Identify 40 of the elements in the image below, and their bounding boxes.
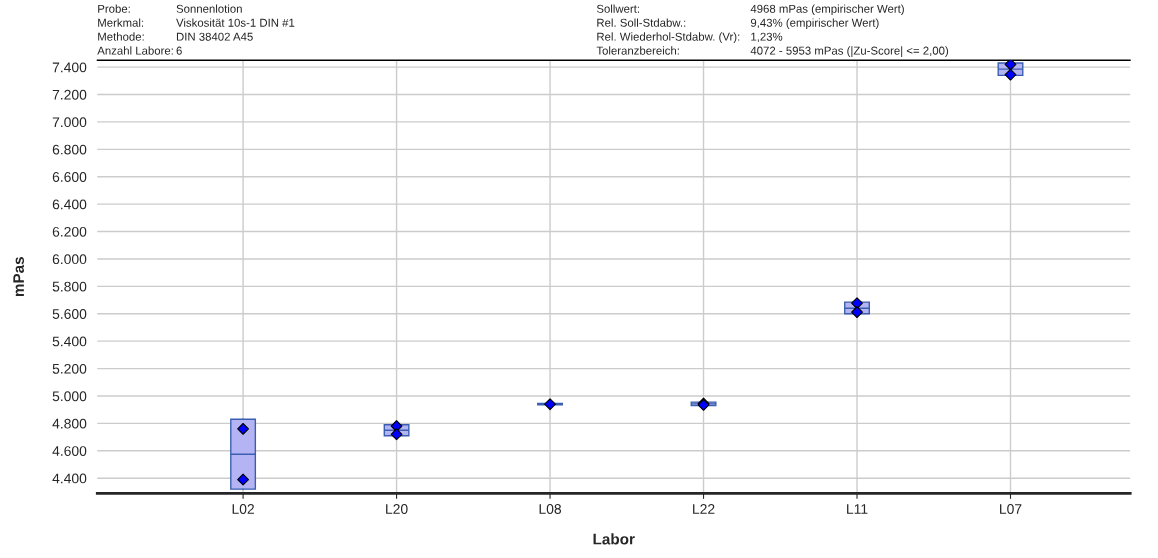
text: Sollwert: — [596, 4, 639, 13]
y-tick-label: 7.000 — [52, 117, 87, 128]
text: 6 — [176, 46, 182, 55]
text: Sonnenlotion — [176, 4, 242, 13]
x-tick-label: L22 — [693, 504, 715, 514]
x-tick-label: L02 — [232, 504, 254, 514]
y-tick-label: 4.400 — [52, 473, 87, 484]
y-tick-label: 4.600 — [52, 446, 87, 456]
text: Merkmal: — [98, 18, 144, 27]
text: Rel. Wiederhol-Stdabw. (Vr): — [597, 32, 740, 43]
text: Rel. Soll-Stdabw.: — [597, 18, 686, 27]
x-tick-label: L11 — [847, 504, 868, 514]
text: 9,43% (empirischer Wert) — [750, 18, 879, 30]
text: Anzahl Labore: — [97, 46, 173, 55]
y-tick-label: 5.200 — [52, 363, 87, 374]
y-tick-label: 5.600 — [52, 309, 87, 319]
y-tick-label: 4.800 — [52, 418, 87, 429]
text: 4968 mPas (empirischer Wert) — [750, 4, 904, 16]
text: 1,23% — [751, 32, 783, 43]
text: Probe: — [98, 4, 130, 13]
text: 4072 - 5953 mPas (|Zu-Score| <= 2,00) — [750, 46, 949, 57]
y-tick-label: 6.000 — [52, 254, 87, 265]
y-tick-label: 5.800 — [52, 281, 87, 292]
text: Methode: — [98, 32, 144, 41]
y-tick-label: 5.000 — [52, 391, 87, 402]
text: DIN 38402 A45 — [176, 32, 253, 41]
x-tick-label: L07 — [1000, 504, 1022, 514]
text: Toleranzbereich: — [596, 46, 679, 55]
y-axis-title: mPas — [13, 257, 25, 297]
x-tick-label: L20 — [386, 504, 408, 514]
y-tick-label: 7.200 — [52, 89, 87, 100]
y-tick-label: 5.400 — [52, 336, 87, 347]
text: Viskosität 10s-1 DIN #1 — [176, 18, 295, 27]
y-tick-label: 6.400 — [52, 199, 87, 210]
y-tick-label: 6.200 — [52, 226, 87, 237]
y-tick-label: 6.600 — [52, 172, 87, 182]
x-tick-label: L08 — [539, 504, 562, 514]
y-tick-label: 7.400 — [52, 62, 87, 73]
x-axis-title: Labor — [593, 533, 635, 545]
y-tick-label: 6.800 — [52, 144, 87, 155]
